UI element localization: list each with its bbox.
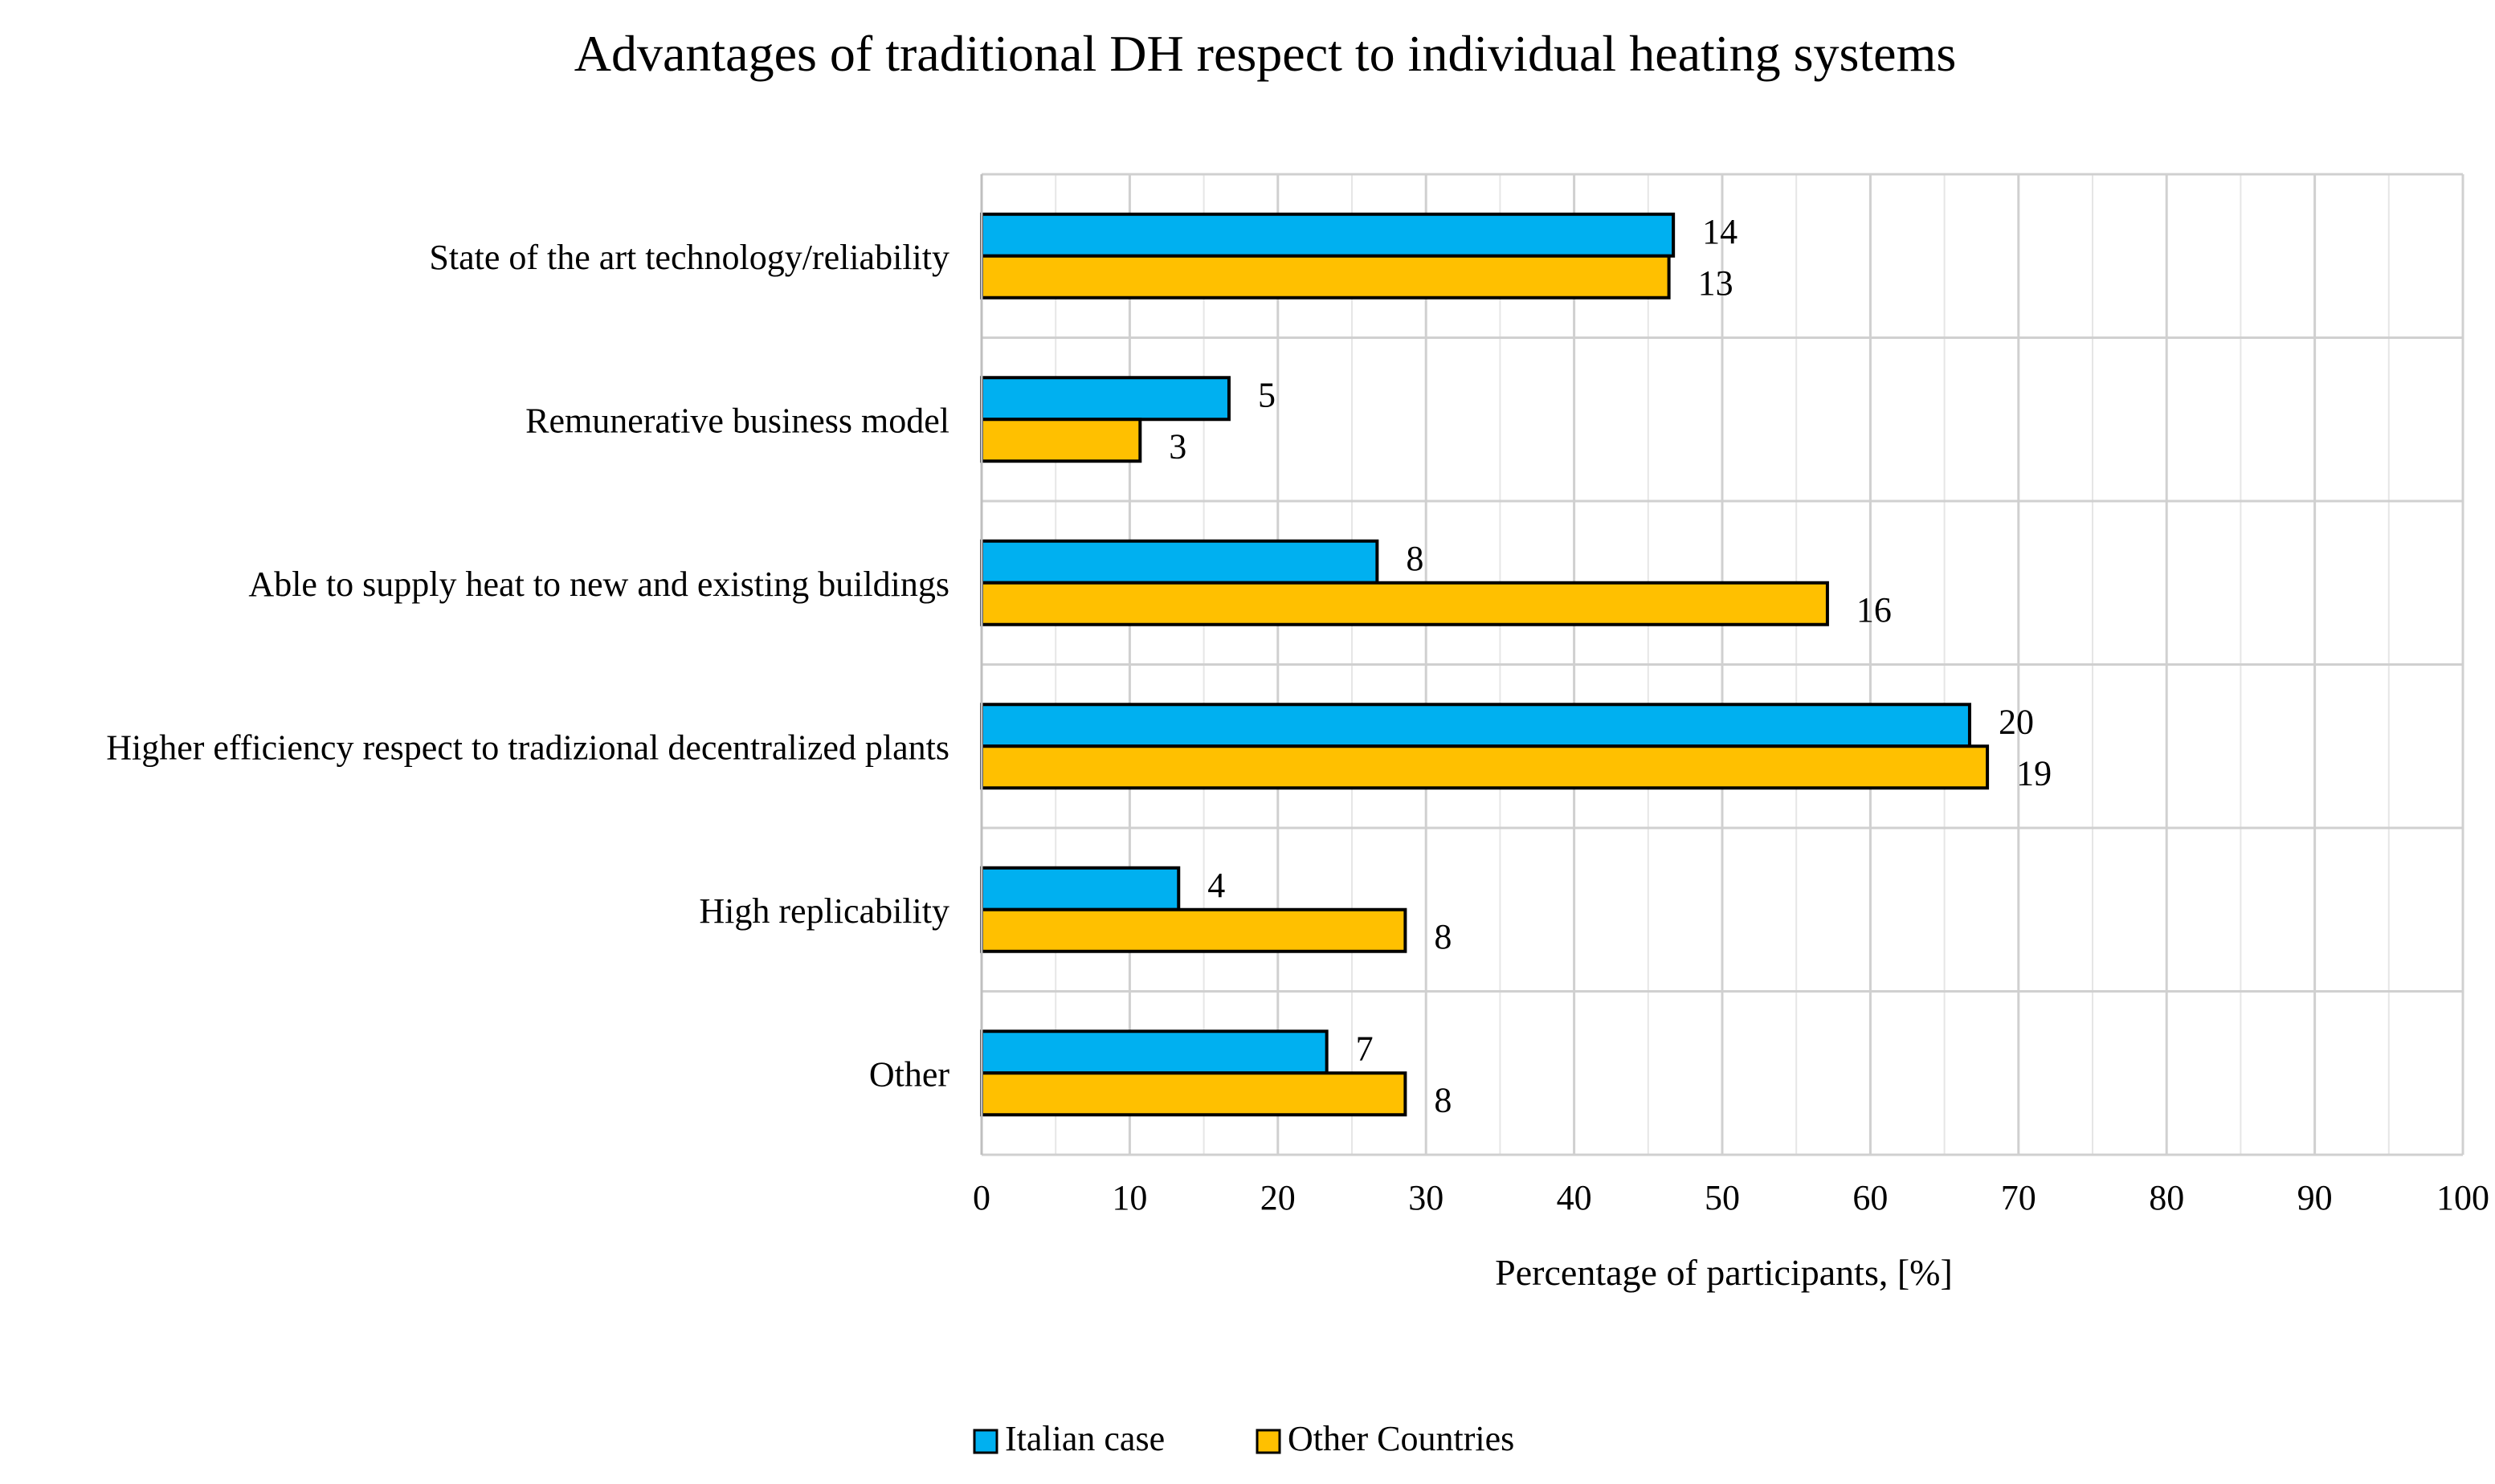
legend-label-italian-case: Italian case [1005, 1419, 1165, 1458]
x-tick-label: 30 [1408, 1178, 1444, 1217]
x-tick-label: 0 [973, 1178, 990, 1217]
category-label-remunerative-business-model: Remunerative business model [525, 401, 949, 440]
data-label-other-countries-state-of-the-art-technology-reliability: 13 [1698, 263, 1733, 303]
x-tick-label: 40 [1557, 1178, 1592, 1217]
data-label-other-countries-other: 8 [1434, 1080, 1452, 1119]
bar-other-countries-remunerative-business-model [980, 418, 1142, 463]
x-tick-label: 70 [2001, 1178, 2036, 1217]
bar-italian-case-able-to-supply-heat-to-new-and-existing-buildings [980, 539, 1379, 585]
bar-other-countries-state-of-the-art-technology-reliability [980, 254, 1671, 300]
x-tick-label: 80 [2149, 1178, 2184, 1217]
category-label-able-to-supply-heat-to-new-and-existing-buildings: Able to supply heat to new and existing … [248, 565, 949, 604]
legend: Italian case Other Countries [973, 1419, 1514, 1458]
bar-italian-case-higher-efficiency-respect-to-tradizional-decentralized-plants [980, 703, 1971, 748]
data-label-italian-case-able-to-supply-heat-to-new-and-existing-buildings: 8 [1406, 539, 1423, 578]
x-axis-label: Percentage of participants, [%] [1495, 1252, 1953, 1293]
data-label-other-countries-high-replicability: 8 [1434, 917, 1452, 956]
bar-other-countries-high-replicability [980, 907, 1407, 953]
legend-swatch-italian-case [973, 1429, 998, 1454]
x-tick-label: 20 [1260, 1178, 1296, 1217]
bars-layer [980, 212, 1990, 1117]
bar-italian-case-remunerative-business-model [980, 376, 1231, 422]
x-tick-label: 60 [1852, 1178, 1888, 1217]
grid-layer [982, 173, 2464, 1156]
data-label-other-countries-higher-efficiency-respect-to-tradizional-decentralized-plants: 19 [2016, 753, 2052, 793]
legend-label-other-countries: Other Countries [1288, 1419, 1514, 1458]
bar-other-countries-other [980, 1071, 1407, 1117]
chart-title: Advantages of traditional DH respect to … [574, 25, 1957, 82]
bar-italian-case-high-replicability [980, 866, 1181, 911]
data-label-italian-case-state-of-the-art-technology-reliability: 14 [1702, 212, 1738, 251]
data-label-other-countries-able-to-supply-heat-to-new-and-existing-buildings: 16 [1856, 590, 1892, 630]
bar-italian-case-state-of-the-art-technology-reliability [980, 212, 1676, 258]
bar-other-countries-higher-efficiency-respect-to-tradizional-decentralized-plants [980, 744, 1990, 790]
category-label-other: Other [869, 1054, 950, 1094]
x-tick-label: 50 [1705, 1178, 1740, 1217]
legend-swatch-other-countries [1256, 1429, 1281, 1454]
axis-layer: 0 10 20 30 40 50 60 70 80 90 100 State of the art t… [106, 174, 2489, 1217]
category-label-high-replicability: High replicability [699, 891, 949, 931]
category-label-higher-efficiency-respect-to-tradizional-decentralized-plants: Higher efficiency respect to tradizional… [106, 728, 949, 767]
category-label-state-of-the-art-technology-reliability: State of the art technology/reliability [429, 238, 949, 277]
x-tick-label: 100 [2436, 1178, 2489, 1217]
bar-other-countries-able-to-supply-heat-to-new-and-existing-buildings [980, 581, 1829, 626]
data-label-italian-case-higher-efficiency-respect-to-tradizional-decentralized-plants: 20 [1999, 702, 2034, 741]
data-label-other-countries-remunerative-business-model: 3 [1169, 426, 1186, 466]
bar-italian-case-other [980, 1029, 1329, 1075]
x-tick-label: 10 [1112, 1178, 1147, 1217]
data-label-italian-case-high-replicability: 4 [1207, 866, 1225, 905]
data-label-italian-case-remunerative-business-model: 5 [1258, 375, 1276, 414]
data-label-italian-case-other: 7 [1356, 1029, 1374, 1068]
x-tick-label: 90 [2297, 1178, 2333, 1217]
labels-layer: 14 13 5 3 8 16 20 19 4 8 7 8 [1169, 212, 2052, 1120]
